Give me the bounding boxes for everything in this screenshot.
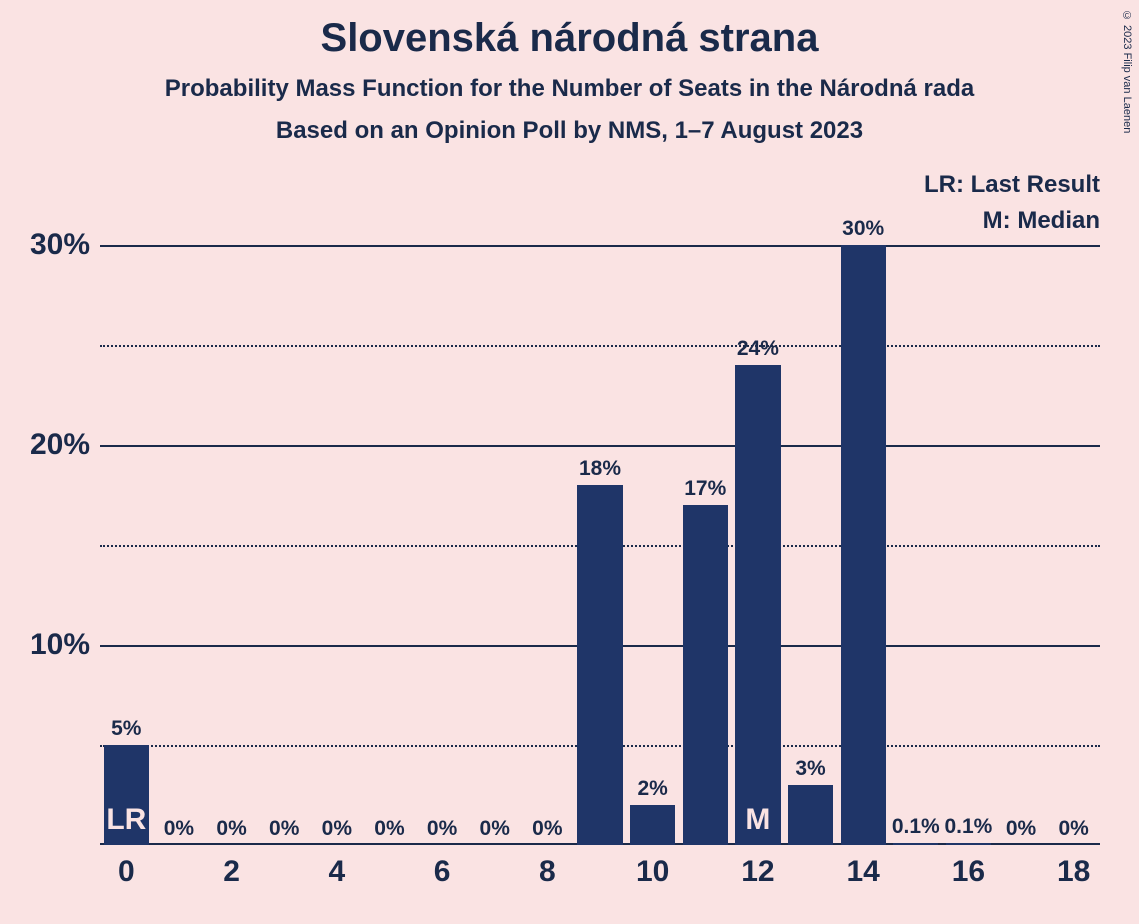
bar bbox=[735, 365, 780, 845]
bar-value-label: 0% bbox=[322, 817, 352, 841]
bar bbox=[841, 245, 886, 845]
bar-value-label: 0% bbox=[427, 817, 457, 841]
y-axis-label: 30% bbox=[0, 228, 90, 262]
bar bbox=[788, 785, 833, 845]
legend-last-result: LR: Last Result bbox=[924, 171, 1100, 199]
bar-value-label: 17% bbox=[684, 477, 726, 501]
chart-subtitle-1: Probability Mass Function for the Number… bbox=[0, 61, 1139, 103]
chart-title: Slovenská národná strana bbox=[0, 0, 1139, 61]
gridline-major bbox=[100, 445, 1100, 447]
bar-value-label: 24% bbox=[737, 337, 779, 361]
x-axis-label: 18 bbox=[1057, 855, 1090, 889]
x-axis-label: 4 bbox=[328, 855, 345, 889]
bar-value-label: 2% bbox=[637, 777, 667, 801]
bar-value-label: 5% bbox=[111, 717, 141, 741]
x-axis-label: 8 bbox=[539, 855, 556, 889]
bar-value-label: 0.1% bbox=[944, 815, 992, 839]
x-axis-label: 0 bbox=[118, 855, 135, 889]
bar-value-label: 0.1% bbox=[892, 815, 940, 839]
copyright-text: © 2023 Filip van Laenen bbox=[1121, 10, 1133, 133]
x-axis-label: 2 bbox=[223, 855, 240, 889]
bar-value-label: 0% bbox=[374, 817, 404, 841]
bar-value-label: 0% bbox=[1006, 817, 1036, 841]
x-axis-label: 14 bbox=[846, 855, 879, 889]
bar bbox=[893, 843, 938, 845]
bar-value-label: 30% bbox=[842, 217, 884, 241]
legend-median: M: Median bbox=[983, 207, 1100, 235]
x-axis-label: 12 bbox=[741, 855, 774, 889]
gridline-minor bbox=[100, 345, 1100, 347]
chart-plot-area: 10%20%30%5%LR0%0%0%0%0%0%0%0%18%2%17%24%… bbox=[100, 185, 1100, 845]
bar-value-label: 0% bbox=[269, 817, 299, 841]
x-axis-label: 10 bbox=[636, 855, 669, 889]
bar-marker-last-result: LR bbox=[106, 803, 146, 837]
bar-value-label: 0% bbox=[1058, 817, 1088, 841]
chart-subtitle-2: Based on an Opinion Poll by NMS, 1–7 Aug… bbox=[0, 103, 1139, 145]
bar-value-label: 0% bbox=[480, 817, 510, 841]
gridline-major bbox=[100, 245, 1100, 247]
bar bbox=[683, 505, 728, 845]
bar-marker-median: M bbox=[745, 803, 770, 837]
bar bbox=[946, 843, 991, 845]
y-axis-label: 10% bbox=[0, 628, 90, 662]
bar-value-label: 0% bbox=[216, 817, 246, 841]
x-axis-label: 6 bbox=[434, 855, 451, 889]
bar-value-label: 3% bbox=[795, 757, 825, 781]
x-axis-label: 16 bbox=[952, 855, 985, 889]
bar-value-label: 0% bbox=[532, 817, 562, 841]
bar-value-label: 0% bbox=[164, 817, 194, 841]
bar bbox=[577, 485, 622, 845]
bar-value-label: 18% bbox=[579, 457, 621, 481]
bar bbox=[630, 805, 675, 845]
y-axis-label: 20% bbox=[0, 428, 90, 462]
